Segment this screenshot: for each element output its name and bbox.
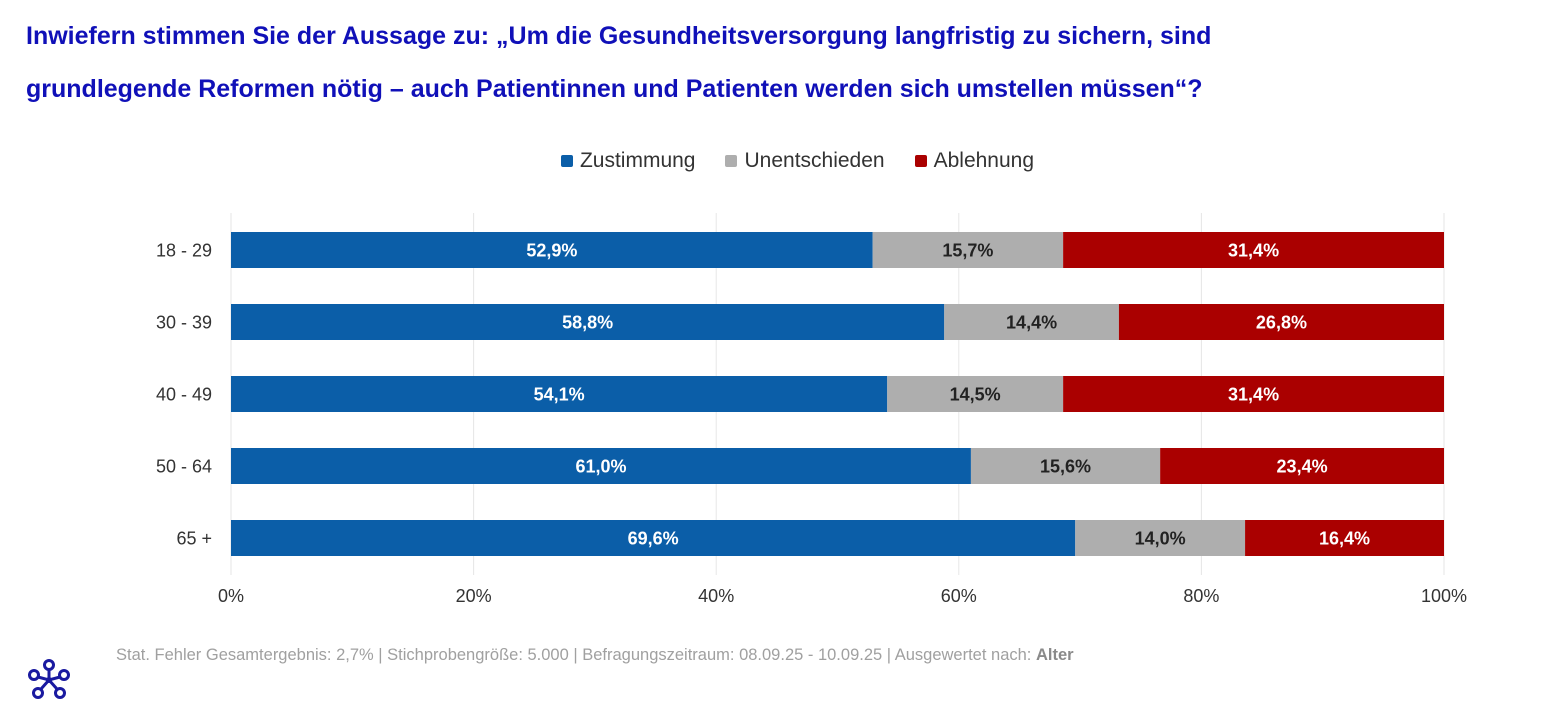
bar-unentschieden [887,376,1064,412]
bar-ablehnung [1245,520,1444,556]
x-tick-label: 40% [698,586,734,606]
category-label: 18 - 29 [156,241,212,261]
category-label: 50 - 64 [156,457,212,477]
bar-zustimmung [231,448,971,484]
bar-ablehnung [1063,232,1444,268]
bar-ablehnung [1063,376,1444,412]
bar-unentschieden [1075,520,1246,556]
data-label: 14,4% [1006,313,1057,333]
x-tick-label: 20% [456,586,492,606]
legend-swatch [725,155,738,167]
data-label: 23,4% [1277,457,1328,477]
chart-footer: Stat. Fehler Gesamtergebnis: 2,7% | Stic… [116,646,1074,665]
data-label: 52,9% [526,241,577,261]
x-tick-label: 0% [218,586,244,606]
data-label: 14,0% [1135,529,1186,549]
chart-title: Inwiefern stimmen Sie der Aussage zu: „U… [26,10,1546,116]
bar-zustimmung [231,520,1076,556]
category-label: 30 - 39 [156,313,212,333]
data-label: 61,0% [575,457,626,477]
title-line-2: grundlegende Reformen nötig – auch Patie… [26,75,1203,103]
data-label: 69,6% [628,529,679,549]
data-label: 31,4% [1228,241,1279,261]
data-label: 16,4% [1319,529,1370,549]
legend-label: Unentschieden [744,149,885,172]
x-tick-label: 60% [941,586,977,606]
bar-ablehnung [1160,448,1444,484]
legend-label: Zustimmung [579,149,696,172]
x-tick-label: 100% [1421,586,1467,606]
data-label: 26,8% [1256,313,1307,333]
bar-zustimmung [231,232,873,268]
category-label: 40 - 49 [156,385,212,405]
data-label: 15,7% [942,241,993,261]
bar-ablehnung [1118,304,1444,340]
footer-bold: Alter [1035,646,1074,664]
legend-swatch [560,155,573,167]
network-logo-icon [28,659,70,699]
chart-legend: Zustimmung Unentschieden Ablehnung [0,149,1555,173]
legend-item-unentschieden[interactable]: Unentschieden [725,149,885,173]
bar-zustimmung [231,304,945,340]
data-label: 58,8% [562,313,613,333]
title-line-1: Inwiefern stimmen Sie der Aussage zu: „U… [26,22,1212,50]
footer-text: Stat. Fehler Gesamtergebnis: 2,7% | Stic… [116,646,1036,664]
x-tick-label: 80% [1183,586,1219,606]
category-label: 65 + [176,529,212,549]
data-label: 15,6% [1040,457,1091,477]
legend-item-zustimmung[interactable]: Zustimmung [560,149,696,173]
bar-unentschieden [872,232,1064,268]
bar-unentschieden [970,448,1161,484]
legend-label: Ablehnung [933,149,1035,172]
legend-item-ablehnung[interactable]: Ablehnung [914,149,1035,173]
bar-unentschieden [944,304,1119,340]
data-label: 14,5% [950,385,1001,405]
legend-swatch [914,155,927,167]
data-label: 54,1% [534,385,585,405]
data-label: 31,4% [1228,385,1279,405]
bar-chart: 18 - 29 52,9% 15,7% 31,4% 30 - 39 58,8% 14,4% 2… [156,213,1467,606]
bar-zustimmung [231,376,888,412]
